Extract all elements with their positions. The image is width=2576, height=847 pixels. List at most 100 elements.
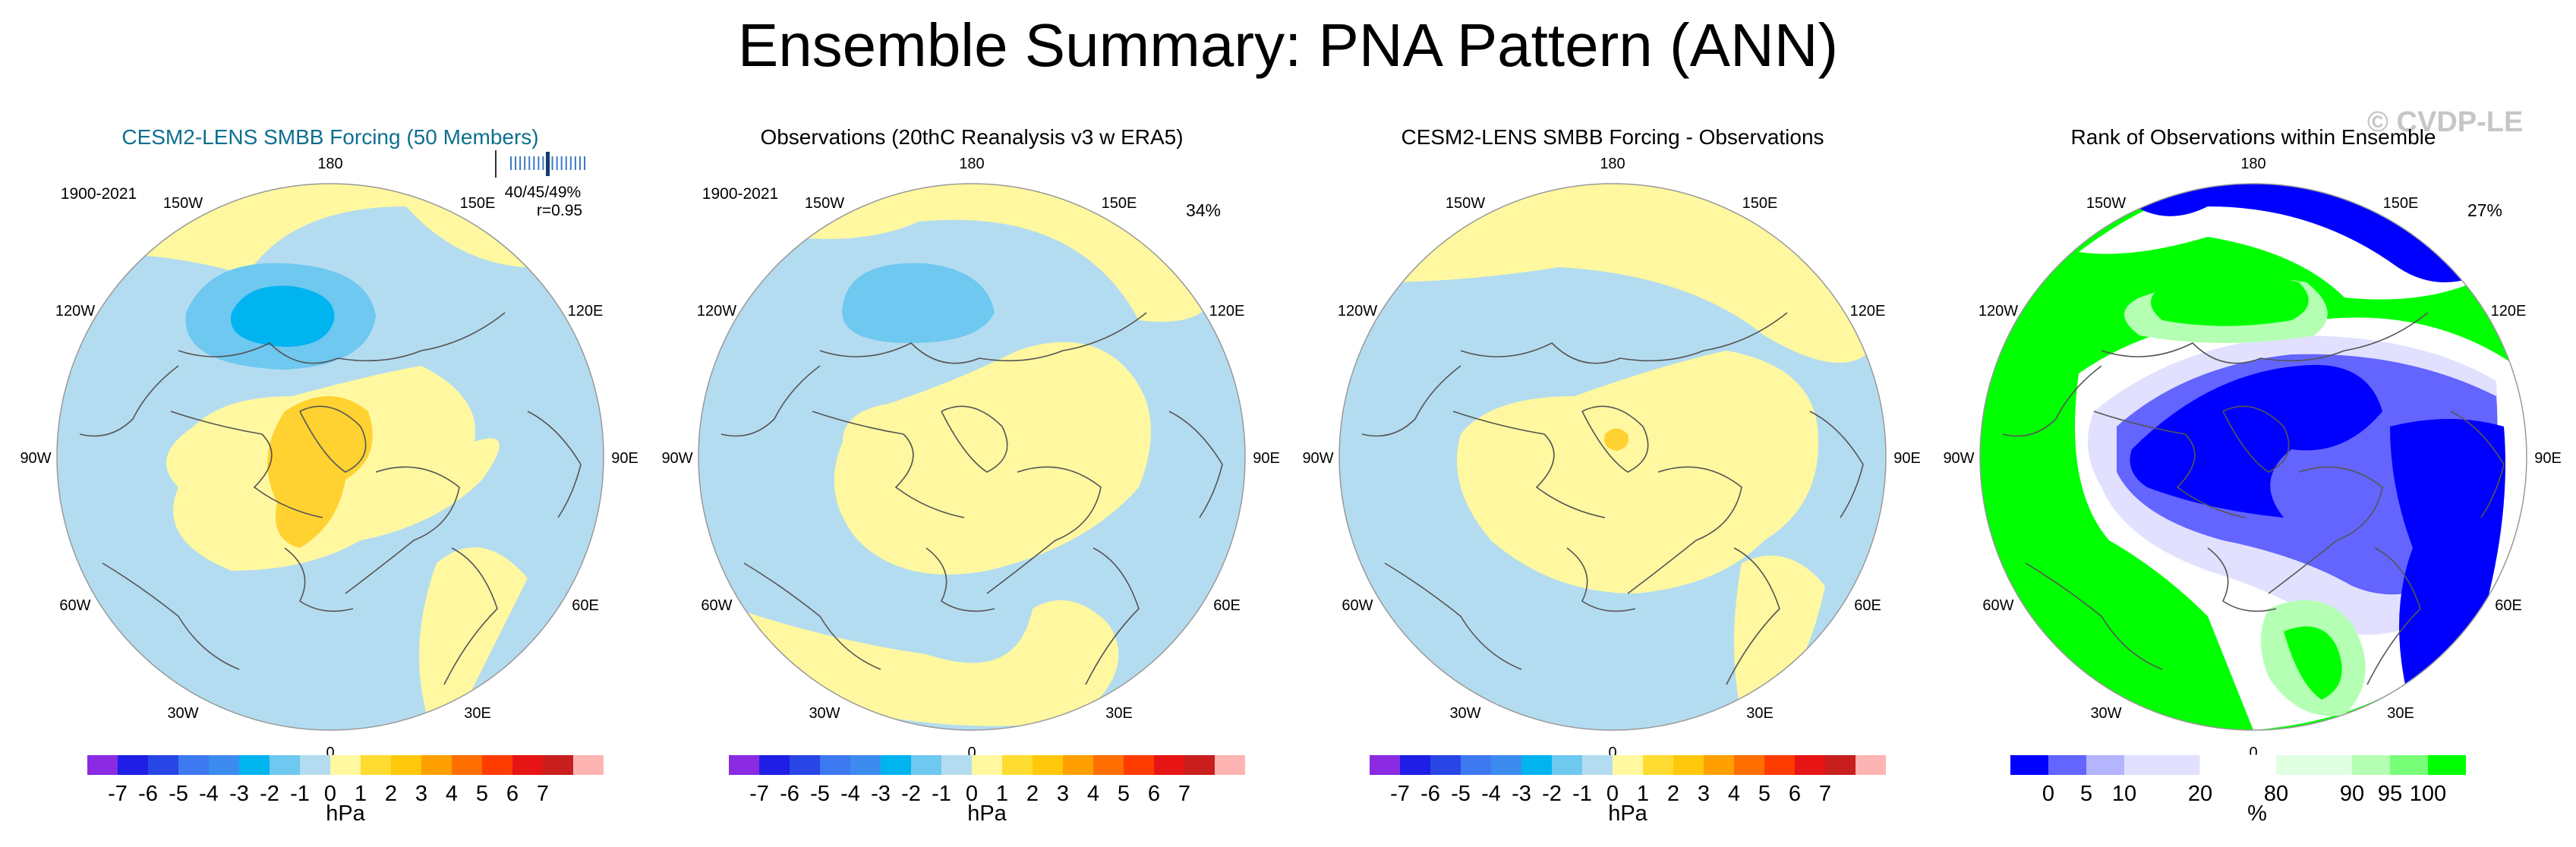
colorbar-swatch xyxy=(1764,755,1795,775)
colorbar-tick: -2 xyxy=(260,782,279,806)
percent-label-4: 27% xyxy=(2467,200,2502,220)
colorbar-tick: 7 xyxy=(1819,782,1831,806)
colorbar-4 xyxy=(2010,754,2466,776)
colorbar-swatch xyxy=(820,755,850,775)
colorbar-tick: 20 xyxy=(2188,782,2212,806)
lon-label-60E: 60E xyxy=(1213,597,1241,614)
colorbar-tick: -1 xyxy=(1572,782,1592,806)
lon-label-90W: 90W xyxy=(1302,450,1333,467)
coastline xyxy=(720,365,821,437)
colorbar-3 xyxy=(1370,755,1886,775)
coastline xyxy=(2002,365,2102,437)
coastline xyxy=(925,547,995,612)
field-region xyxy=(834,342,1151,575)
lon-label-120W: 120W xyxy=(55,303,95,320)
coastline xyxy=(2207,547,2277,612)
colorbar-swatch xyxy=(1002,755,1033,775)
colorbar-swatch xyxy=(1734,755,1764,775)
lon-label-150E: 150E xyxy=(460,195,496,212)
lon-label-0: 0 xyxy=(1608,745,1616,761)
colorbar-tick: 5 xyxy=(476,782,488,806)
field-region xyxy=(1377,184,1871,363)
lon-label-180: 180 xyxy=(1600,156,1625,172)
field-region xyxy=(1604,428,1629,451)
field-region xyxy=(2124,184,2496,282)
colorbar-tick: 6 xyxy=(1789,782,1801,806)
lon-label-120W: 120W xyxy=(1979,303,2018,320)
coastline xyxy=(743,562,881,670)
colorbar-swatch xyxy=(1370,755,1400,775)
colorbar-swatch xyxy=(1154,755,1184,775)
coastline xyxy=(299,405,367,473)
colorbar-swatch xyxy=(543,755,573,775)
ensemble-stats: 40/45/49% xyxy=(505,184,581,201)
colorbar-swatch xyxy=(239,755,270,775)
colorbar-swatch xyxy=(1643,755,1673,775)
coastline xyxy=(986,466,1102,594)
colorbar-swatch xyxy=(1582,755,1613,775)
lon-label-90E: 90E xyxy=(2534,450,2562,467)
coastline xyxy=(1168,411,1223,518)
colorbar-tick: 100 xyxy=(2410,782,2446,806)
lon-label-120W: 120W xyxy=(1338,303,1377,320)
colorbar-swatch xyxy=(1430,755,1461,775)
coastline xyxy=(102,562,240,670)
lon-label-60W: 60W xyxy=(1342,597,1373,614)
colorbar-swatch xyxy=(759,755,790,775)
colorbar-tick: -4 xyxy=(199,782,219,806)
colorbar-units-4: % xyxy=(2247,801,2267,826)
lon-label-150W: 150W xyxy=(163,195,203,212)
colorbar-swatch xyxy=(391,755,421,775)
lon-label-150W: 150W xyxy=(805,195,844,212)
colorbar-tick: -2 xyxy=(901,782,921,806)
colorbar-tick: 5 xyxy=(1758,782,1770,806)
percent-label-2: 34% xyxy=(1186,200,1221,220)
colorbar-swatch xyxy=(2352,755,2390,775)
colorbar-tick: 6 xyxy=(1148,782,1160,806)
lon-label-150E: 150E xyxy=(1102,195,1137,212)
lon-label-0: 0 xyxy=(967,745,976,761)
colorbar-swatch xyxy=(1825,755,1856,775)
colorbar-tick: -5 xyxy=(1451,782,1471,806)
lon-label-120E: 120E xyxy=(1850,303,1886,320)
colorbar-swatch xyxy=(2428,755,2466,775)
colorbar-swatch xyxy=(1673,755,1704,775)
lon-label-120E: 120E xyxy=(568,303,604,320)
watermark: © CVDP-LE xyxy=(2367,106,2524,138)
colorbar-swatch xyxy=(881,755,911,775)
colorbar-swatch xyxy=(2124,755,2200,775)
lon-label-30W: 30W xyxy=(167,705,198,722)
colorbar-swatch xyxy=(573,755,604,775)
colorbar-swatch xyxy=(2276,755,2352,775)
colorbar-tick: -3 xyxy=(1512,782,1531,806)
lon-label-150W: 150W xyxy=(1446,195,1485,212)
map-panel-2 xyxy=(698,183,1246,731)
lon-label-60W: 60W xyxy=(59,597,90,614)
coastline xyxy=(2268,466,2383,594)
lon-label-90W: 90W xyxy=(20,450,51,467)
colorbar-swatch xyxy=(1400,755,1430,775)
field-region xyxy=(1457,351,1819,594)
colorbar-tick: -7 xyxy=(108,782,128,806)
coastline xyxy=(284,547,354,612)
colorbar-tick: 95 xyxy=(2378,782,2402,806)
colorbar-tick: 0 xyxy=(324,782,336,806)
colorbar-tick: 10 xyxy=(2112,782,2136,806)
colorbar-tick: -1 xyxy=(290,782,310,806)
coastline xyxy=(941,405,1008,473)
colorbar-swatch xyxy=(1795,755,1825,775)
coastline xyxy=(1085,547,1140,685)
coastline xyxy=(819,312,1147,364)
map-panel-3 xyxy=(1338,183,1887,731)
colorbar-swatch xyxy=(941,755,972,775)
colorbar-swatch xyxy=(911,755,941,775)
colorbar-tick: 90 xyxy=(2340,782,2364,806)
lon-label-60E: 60E xyxy=(1854,597,1881,614)
colorbar-swatch xyxy=(729,755,759,775)
colorbar-swatch xyxy=(118,755,148,775)
colorbar-swatch xyxy=(300,755,330,775)
colorbar-tick: 0 xyxy=(966,782,978,806)
field-region xyxy=(419,547,528,730)
field-region xyxy=(2130,364,2382,518)
colorbar-swatch xyxy=(209,755,239,775)
